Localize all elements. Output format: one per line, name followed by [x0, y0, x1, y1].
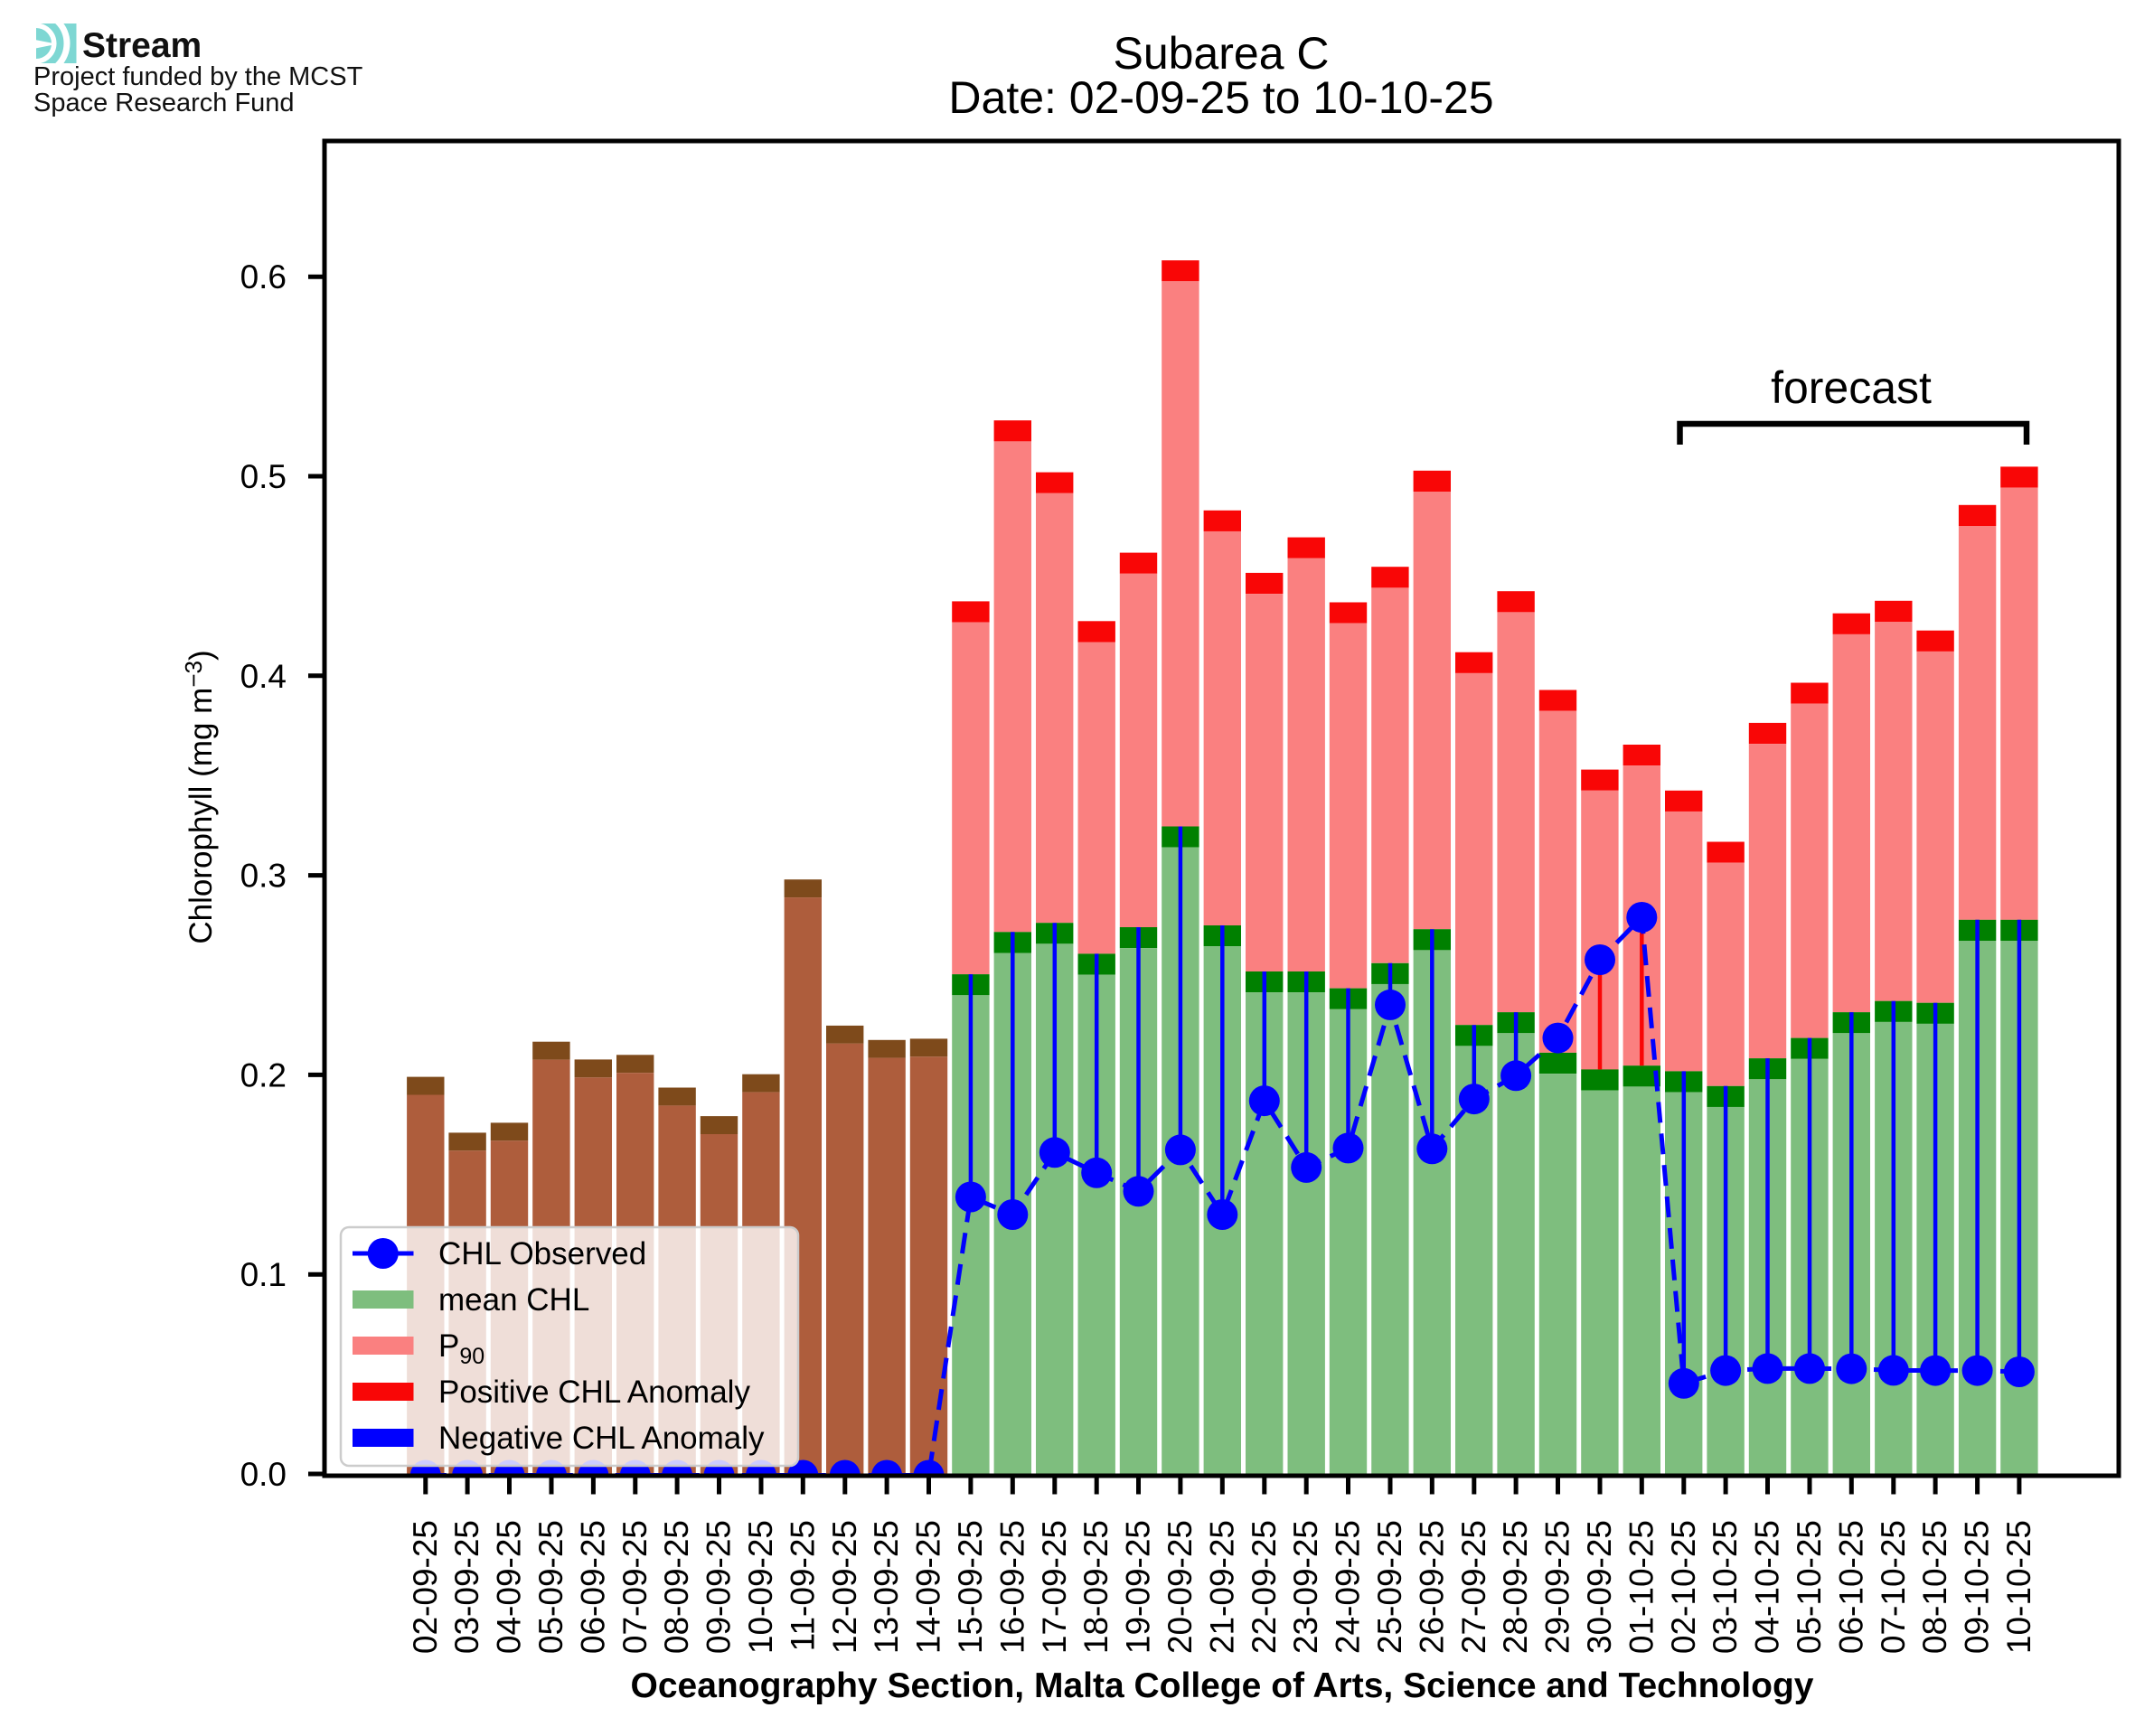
svg-text:27-09-25: 27-09-25 [1455, 1520, 1492, 1654]
svg-text:forecast: forecast [1771, 362, 1932, 413]
svg-text:Project funded by the MCST: Project funded by the MCST [33, 62, 363, 91]
svg-text:02-09-25: 02-09-25 [407, 1520, 444, 1654]
svg-text:04-10-25: 04-10-25 [1749, 1520, 1786, 1654]
svg-text:0.3: 0.3 [240, 858, 287, 895]
svg-text:11-09-25: 11-09-25 [784, 1520, 821, 1651]
svg-text:02-10-25: 02-10-25 [1665, 1520, 1702, 1654]
svg-text:30-09-25: 30-09-25 [1581, 1520, 1618, 1654]
svg-text:03-10-25: 03-10-25 [1707, 1520, 1744, 1654]
svg-text:0.0: 0.0 [240, 1456, 287, 1493]
svg-text:07-09-25: 07-09-25 [616, 1520, 654, 1654]
svg-text:0.2: 0.2 [240, 1056, 287, 1093]
svg-text:18-09-25: 18-09-25 [1077, 1520, 1115, 1654]
svg-text:0.5: 0.5 [240, 458, 287, 495]
svg-text:Stream: Stream [82, 26, 202, 65]
svg-text:16-09-25: 16-09-25 [993, 1520, 1030, 1654]
svg-text:Positive CHL Anomaly: Positive CHL Anomaly [438, 1375, 750, 1410]
svg-text:Oceanography Section, Malta Co: Oceanography Section, Malta College of A… [631, 1666, 1814, 1705]
svg-text:19-09-25: 19-09-25 [1120, 1520, 1157, 1654]
svg-text:0.4: 0.4 [240, 658, 287, 695]
svg-text:20-09-25: 20-09-25 [1162, 1520, 1199, 1654]
svg-text:22-09-25: 22-09-25 [1246, 1520, 1283, 1654]
svg-text:15-09-25: 15-09-25 [952, 1520, 989, 1654]
svg-text:13-09-25: 13-09-25 [868, 1520, 905, 1654]
svg-text:06-10-25: 06-10-25 [1832, 1520, 1869, 1654]
svg-text:29-09-25: 29-09-25 [1539, 1520, 1576, 1654]
svg-text:Space Research Fund: Space Research Fund [33, 89, 295, 117]
svg-text:Subarea C: Subarea C [1113, 28, 1329, 79]
svg-text:01-10-25: 01-10-25 [1623, 1520, 1660, 1654]
svg-text:Chlorophyll (mg m−3): Chlorophyll (mg m−3) [180, 650, 219, 943]
svg-text:09-10-25: 09-10-25 [1959, 1520, 1996, 1654]
svg-text:mean CHL: mean CHL [438, 1282, 589, 1318]
svg-text:05-10-25: 05-10-25 [1791, 1520, 1828, 1654]
svg-text:28-09-25: 28-09-25 [1497, 1520, 1534, 1654]
svg-text:17-09-25: 17-09-25 [1036, 1520, 1073, 1654]
svg-text:09-09-25: 09-09-25 [701, 1520, 738, 1654]
svg-text:05-09-25: 05-09-25 [532, 1520, 569, 1654]
svg-text:21-09-25: 21-09-25 [1203, 1520, 1240, 1654]
svg-text:07-10-25: 07-10-25 [1875, 1520, 1912, 1654]
svg-text:24-09-25: 24-09-25 [1330, 1520, 1367, 1654]
svg-text:03-09-25: 03-09-25 [448, 1520, 485, 1654]
svg-text:10-09-25: 10-09-25 [742, 1520, 779, 1654]
svg-text:12-09-25: 12-09-25 [826, 1520, 863, 1654]
svg-text:Date: 02-09-25 to 10-10-25: Date: 02-09-25 to 10-10-25 [948, 72, 1493, 123]
svg-text:25-09-25: 25-09-25 [1371, 1520, 1408, 1654]
svg-text:06-09-25: 06-09-25 [574, 1520, 611, 1654]
svg-text:26-09-25: 26-09-25 [1413, 1520, 1450, 1654]
svg-text:CHL Observed: CHL Observed [438, 1236, 646, 1272]
svg-text:Negative CHL Anomaly: Negative CHL Anomaly [438, 1421, 765, 1456]
svg-text:08-10-25: 08-10-25 [1916, 1520, 1953, 1654]
svg-text:14-09-25: 14-09-25 [910, 1520, 947, 1654]
svg-text:08-09-25: 08-09-25 [658, 1520, 695, 1654]
svg-text:0.6: 0.6 [240, 258, 287, 296]
svg-text:10-10-25: 10-10-25 [2000, 1520, 2037, 1654]
svg-text:23-09-25: 23-09-25 [1287, 1520, 1324, 1654]
svg-text:04-09-25: 04-09-25 [491, 1520, 528, 1654]
svg-text:0.1: 0.1 [240, 1256, 287, 1293]
